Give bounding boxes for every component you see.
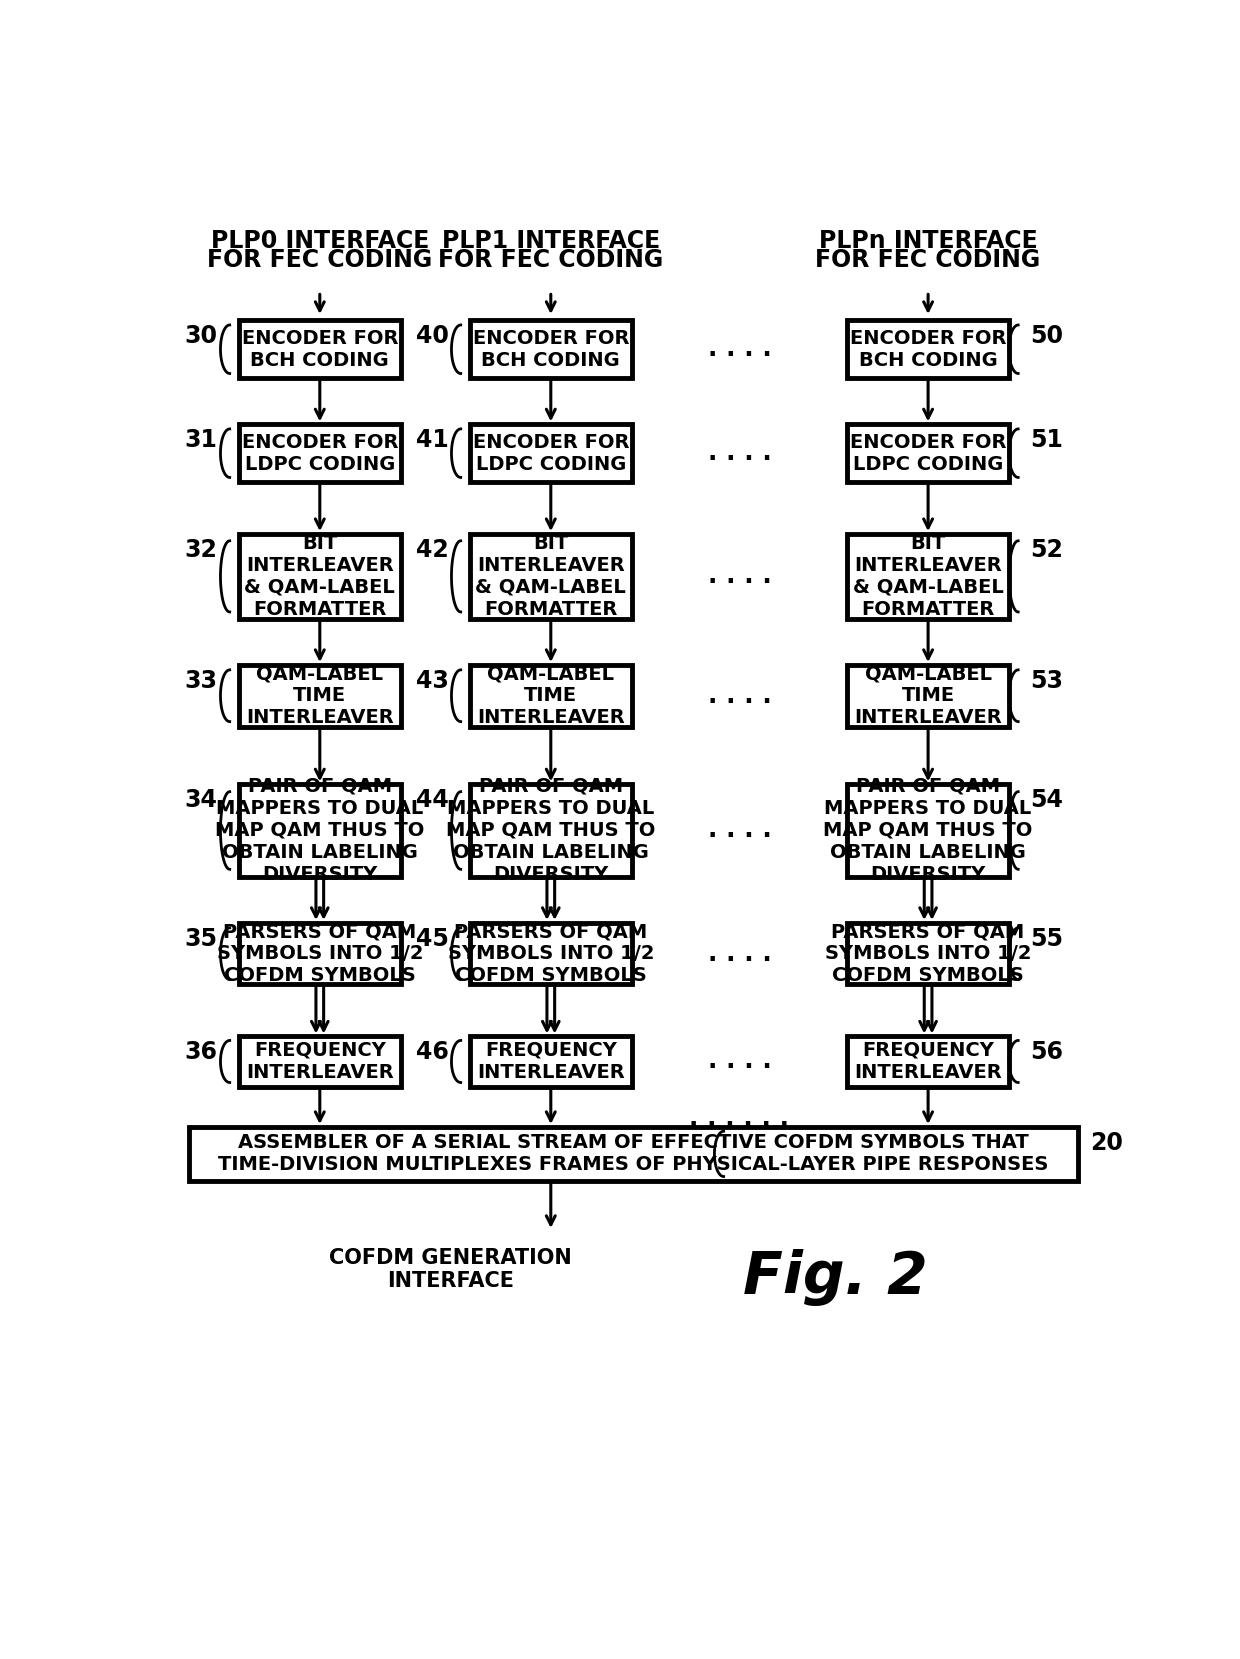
- Text: PAIR OF QAM
MAPPERS TO DUAL
MAP QAM THUS TO
OBTAIN LABELING
DIVERSITY: PAIR OF QAM MAPPERS TO DUAL MAP QAM THUS…: [215, 776, 424, 884]
- Bar: [847, 534, 1009, 619]
- Text: PLP1 INTERFACE: PLP1 INTERFACE: [441, 229, 660, 254]
- Text: QAM-LABEL
TIME
INTERLEAVER: QAM-LABEL TIME INTERLEAVER: [854, 664, 1002, 727]
- Bar: [847, 922, 1009, 984]
- Text: 46: 46: [415, 1040, 449, 1065]
- Text: 35: 35: [185, 927, 217, 951]
- Text: 55: 55: [1030, 927, 1064, 951]
- Text: PLPn INTERFACE: PLPn INTERFACE: [818, 229, 1038, 254]
- Text: . . . .: . . . .: [708, 1050, 771, 1073]
- Text: 36: 36: [185, 1040, 217, 1065]
- Text: QAM-LABEL
TIME
INTERLEAVER: QAM-LABEL TIME INTERLEAVER: [477, 664, 625, 727]
- Bar: [847, 320, 1009, 378]
- Bar: [239, 785, 401, 876]
- Text: PAIR OF QAM
MAPPERS TO DUAL
MAP QAM THUS TO
OBTAIN LABELING
DIVERSITY: PAIR OF QAM MAPPERS TO DUAL MAP QAM THUS…: [446, 776, 656, 884]
- Text: 56: 56: [1030, 1040, 1064, 1065]
- Text: 34: 34: [185, 788, 217, 813]
- Bar: [470, 1037, 631, 1087]
- Bar: [239, 922, 401, 984]
- Text: 51: 51: [1030, 428, 1064, 453]
- Text: FOR FEC CODING: FOR FEC CODING: [207, 247, 433, 272]
- Text: COFDM GENERATION
INTERFACE: COFDM GENERATION INTERFACE: [330, 1248, 572, 1291]
- Text: . . . .: . . . .: [708, 441, 771, 465]
- Text: 44: 44: [415, 788, 449, 813]
- Bar: [470, 922, 631, 984]
- Bar: [239, 320, 401, 378]
- Text: ENCODER FOR
BCH CODING: ENCODER FOR BCH CODING: [472, 328, 629, 370]
- Text: 42: 42: [415, 538, 449, 562]
- Text: 33: 33: [185, 669, 217, 693]
- Text: 53: 53: [1030, 669, 1064, 693]
- Text: 41: 41: [415, 428, 449, 453]
- Text: PARSERS OF QAM
SYMBOLS INTO 1/2
COFDM SYMBOLS: PARSERS OF QAM SYMBOLS INTO 1/2 COFDM SY…: [825, 922, 1032, 985]
- Text: FREQUENCY
INTERLEAVER: FREQUENCY INTERLEAVER: [854, 1040, 1002, 1082]
- Text: . . . . . .: . . . . . .: [689, 1107, 790, 1131]
- Text: . . . .: . . . .: [708, 337, 771, 362]
- Text: ENCODER FOR
BCH CODING: ENCODER FOR BCH CODING: [242, 328, 398, 370]
- Text: . . . .: . . . .: [708, 684, 771, 708]
- Text: . . . .: . . . .: [708, 818, 771, 843]
- Text: 20: 20: [1090, 1131, 1122, 1155]
- Text: BIT
INTERLEAVER
& QAM-LABEL
FORMATTER: BIT INTERLEAVER & QAM-LABEL FORMATTER: [475, 534, 626, 619]
- Bar: [470, 665, 631, 727]
- Text: . . . .: . . . .: [708, 942, 771, 966]
- Bar: [470, 785, 631, 876]
- Bar: [239, 425, 401, 483]
- Text: 31: 31: [185, 428, 217, 453]
- Text: 50: 50: [1030, 324, 1064, 348]
- Text: 54: 54: [1030, 788, 1064, 813]
- Bar: [239, 534, 401, 619]
- Bar: [470, 320, 631, 378]
- Text: 30: 30: [185, 324, 217, 348]
- Text: ENCODER FOR
LDPC CODING: ENCODER FOR LDPC CODING: [472, 433, 629, 474]
- Text: PLP0 INTERFACE: PLP0 INTERFACE: [211, 229, 429, 254]
- Text: PARSERS OF QAM
SYMBOLS INTO 1/2
COFDM SYMBOLS: PARSERS OF QAM SYMBOLS INTO 1/2 COFDM SY…: [448, 922, 653, 985]
- Text: 32: 32: [185, 538, 217, 562]
- Text: FOR FEC CODING: FOR FEC CODING: [816, 247, 1040, 272]
- Text: 45: 45: [415, 927, 449, 951]
- Bar: [847, 1037, 1009, 1087]
- Text: ASSEMBLER OF A SERIAL STREAM OF EFFECTIVE COFDM SYMBOLS THAT
TIME-DIVISION MULTI: ASSEMBLER OF A SERIAL STREAM OF EFFECTIV…: [218, 1133, 1049, 1175]
- Bar: [847, 785, 1009, 876]
- Bar: [847, 425, 1009, 483]
- Text: PAIR OF QAM
MAPPERS TO DUAL
MAP QAM THUS TO
OBTAIN LABELING
DIVERSITY: PAIR OF QAM MAPPERS TO DUAL MAP QAM THUS…: [823, 776, 1033, 884]
- Text: 52: 52: [1030, 538, 1064, 562]
- Bar: [470, 534, 631, 619]
- Text: ENCODER FOR
BCH CODING: ENCODER FOR BCH CODING: [849, 328, 1007, 370]
- Bar: [470, 425, 631, 483]
- Bar: [847, 665, 1009, 727]
- Bar: [239, 1037, 401, 1087]
- Text: BIT
INTERLEAVER
& QAM-LABEL
FORMATTER: BIT INTERLEAVER & QAM-LABEL FORMATTER: [244, 534, 396, 619]
- Text: ENCODER FOR
LDPC CODING: ENCODER FOR LDPC CODING: [242, 433, 398, 474]
- Text: FOR FEC CODING: FOR FEC CODING: [438, 247, 663, 272]
- Text: . . . .: . . . .: [708, 564, 771, 589]
- Text: 43: 43: [415, 669, 449, 693]
- Bar: [188, 1126, 1079, 1181]
- Text: BIT
INTERLEAVER
& QAM-LABEL
FORMATTER: BIT INTERLEAVER & QAM-LABEL FORMATTER: [853, 534, 1003, 619]
- Text: 40: 40: [415, 324, 449, 348]
- Text: FREQUENCY
INTERLEAVER: FREQUENCY INTERLEAVER: [246, 1040, 393, 1082]
- Text: Fig. 2: Fig. 2: [743, 1249, 928, 1306]
- Text: ENCODER FOR
LDPC CODING: ENCODER FOR LDPC CODING: [849, 433, 1007, 474]
- Text: PARSERS OF QAM
SYMBOLS INTO 1/2
COFDM SYMBOLS: PARSERS OF QAM SYMBOLS INTO 1/2 COFDM SY…: [217, 922, 423, 985]
- Text: QAM-LABEL
TIME
INTERLEAVER: QAM-LABEL TIME INTERLEAVER: [246, 664, 393, 727]
- Text: FREQUENCY
INTERLEAVER: FREQUENCY INTERLEAVER: [477, 1040, 625, 1082]
- Bar: [239, 665, 401, 727]
